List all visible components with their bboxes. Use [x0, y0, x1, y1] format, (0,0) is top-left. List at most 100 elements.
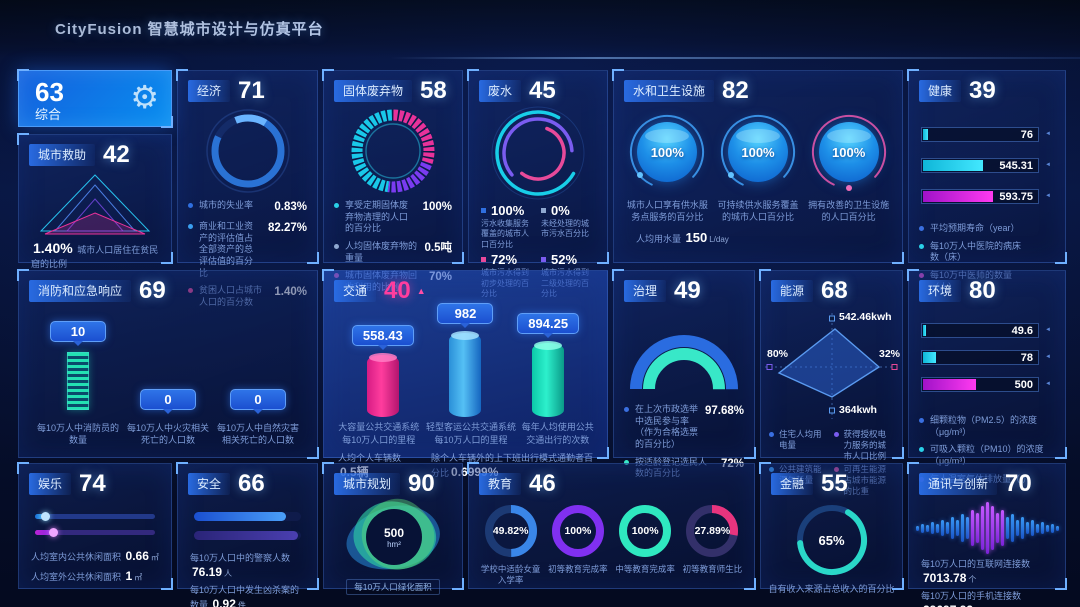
water-usage-stat: 人均用水量 150 L/day [636, 230, 729, 246]
panel-environment[interactable]: 环境 80 49.6 ◄ 78 ◄ 500 ◄ 细颗粒物（PM2.5）的浓度（μg/m… [907, 269, 1067, 484]
value-badge: 982 [437, 303, 494, 324]
legend-item: 细颗粒物（PM2.5）的浓度（μg/m³） [909, 412, 1065, 441]
panel-score: 39 [969, 77, 996, 104]
legend-dot [481, 208, 486, 213]
value-badge: 0 [230, 388, 286, 410]
panel-safety[interactable]: 安全 66 每10万人口中的警察人数 76.19 人 每10万人口中发生凶杀案的数… [176, 462, 319, 607]
fire-stat: 10 每10万人中消防员的数量 [33, 320, 123, 447]
legend-dot [919, 226, 924, 231]
education-ring: 49.82% 学校中适龄女童入学率 [479, 504, 543, 586]
safety-bar [194, 512, 301, 521]
panel-city-rescue[interactable]: 城市救助 42 1.40% 城市人口居住在贫民窟的比例 [17, 133, 173, 269]
legend-dot [334, 203, 339, 208]
solid-waste-donut-chart [351, 109, 435, 193]
panel-urban-planning[interactable]: 城市规划 90 500 hm² 每10万人口绿化面积 [322, 462, 464, 595]
health-bar: 593.75 ◄ [921, 189, 1051, 204]
panel-traffic[interactable]: 交通 40 ▲ 558.43 982 894.25 大容量公共交通系统每10万人… [322, 269, 609, 479]
legend-dot [919, 447, 924, 453]
header-divider [390, 57, 1080, 59]
value-badge: 10 [50, 320, 106, 342]
legend-item: 享受定期固体废弃物清理的人口的百分比 100% [324, 197, 462, 238]
rescue-stat-value: 1.40% [33, 240, 73, 256]
panel-wastewater[interactable]: 废水 45 100% 污水收集服务覆盖的城市人口百分比 0% 未经处理的城市污水… [467, 69, 609, 298]
panel-water-sanitation[interactable]: 水和卫生设施 82 100% 城市人口享有供水服务点服务的百分比 [612, 69, 904, 264]
legend-item: 城市的失业率 0.83% [178, 197, 317, 218]
axis-value-left: 80% [767, 348, 789, 360]
water-gauge: 100% 可持续供水服务覆盖的城市人口百分比 [714, 113, 802, 223]
legend-item: 商业和工业资产的评估值占全部资产的总评估值的百分比 82.27% [178, 218, 317, 282]
gauge-arc [720, 115, 795, 189]
panel-label: 安全 [188, 473, 231, 495]
green-area-value: 500 [383, 525, 405, 540]
gauge-label: 城市人口享有供水服务点服务的百分比 [626, 200, 708, 223]
legend-dot [334, 244, 339, 250]
fire-stat: 0 每10万人中火灾相关死亡的人口数 [123, 388, 213, 447]
green-area-label: 每10万人口绿化面积 [346, 579, 440, 595]
legend-dot [769, 432, 774, 437]
rescue-stat-label: 城市人口居住在贫民窟的比例 [31, 245, 159, 269]
panel-label: 城市救助 [29, 144, 96, 166]
cylinder-bar [366, 353, 399, 417]
recreation-slider[interactable] [35, 512, 155, 521]
governance-gauge-chart [630, 335, 738, 393]
panel-score: 42 [103, 141, 130, 168]
green-area-blob-chart: 500 hm² [324, 486, 464, 584]
panel-education[interactable]: 教育 46 49.82% 学校中适龄女童入学率 1 [467, 462, 756, 590]
legend-dot [541, 257, 546, 263]
striped-bar [67, 351, 89, 410]
finance-ring-value: 65% [818, 532, 845, 548]
panel-score: 55 [821, 470, 848, 497]
ring-chart [551, 505, 604, 557]
bar-label: 每年人均使用公共交通出行的次数 [521, 422, 594, 445]
water-gauge: 100% 城市人口享有供水服务点服务的百分比 [623, 113, 711, 223]
bar-label: 大容量公共交通系统每10万人口的里程 [338, 422, 420, 445]
gauge-value: 100% [650, 144, 684, 160]
panel-score: 70 [1005, 470, 1032, 497]
axis-value-bottom: 364kwh [839, 404, 877, 416]
panel-score: 58 [420, 77, 447, 104]
panel-solid-waste[interactable]: 固体废弃物 58 享受定期固体废弃物清理的人口的百分比 100% 人均固体废弃物… [322, 69, 464, 292]
panel-health[interactable]: 健康 39 76 ◄ 545.31 ◄ 593.75 ◄ 平均预期寿命（year） [907, 69, 1067, 292]
legend-dot [833, 432, 839, 437]
health-bar: 76 ◄ [921, 127, 1051, 142]
panel-overall-score[interactable]: 63 综合 ⚙ [17, 69, 173, 128]
recreation-slider[interactable] [35, 528, 155, 537]
legend-dot [624, 407, 629, 412]
value-badge: 558.43 [351, 325, 414, 346]
panel-governance[interactable]: 治理 49 在上次市政选举中选民参与率（作为合格选票的百分比） 97.68% 按… [612, 269, 756, 478]
finance-ring-chart: 65% [794, 502, 870, 578]
panel-label: 水和卫生设施 [624, 80, 715, 102]
panel-score: 68 [821, 277, 848, 304]
legend-dot [919, 418, 924, 423]
education-ring: 27.89% 初等教育师生比 [680, 504, 744, 586]
recreation-stat: 人均室内公共休闲面积 0.66 ㎡ [31, 549, 159, 563]
panel-score: 82 [722, 77, 749, 104]
panel-label: 教育 [479, 473, 522, 495]
panel-label: 城市规划 [334, 473, 401, 495]
legend-item: 每10万人中医院的病床数（床） [909, 238, 1065, 267]
bar-label: 轻型客运公共交通系统每10万人口的里程 [426, 422, 517, 445]
panel-energy[interactable]: 能源 68 542.46kwh 80% 32% 364kwh 住宅人均用电量 获… [759, 269, 904, 496]
cylinder-bar [449, 331, 482, 417]
panel-finance[interactable]: 金融 55 65% 自有收入来源占总收入的百分比 [759, 462, 904, 594]
panel-recreation[interactable]: 娱乐 74 人均室内公共休闲面积 0.66 ㎡ 人均室外公共休闲面积 1 ㎡ [17, 462, 173, 590]
gauge-label: 可持续供水服务覆盖的城市人口百分比 [717, 200, 799, 223]
stat-label: 每10万人中火灾相关死亡的人口数 [126, 422, 209, 446]
panel-fire-emergency[interactable]: 消防和应急响应 69 10 每10万人中消防员的数量 0 每10万人中火灾相关死… [17, 269, 319, 459]
panel-economy[interactable]: 经济 71 城市的失业率 0.83% 商业和工业资产的评估值占全部资产的总评估值… [176, 69, 319, 307]
panel-label: 能源 [771, 280, 814, 302]
telecom-stat: 每10万人口的互联网连接数 7013.78 个 [921, 559, 1031, 586]
legend-dot [188, 203, 193, 208]
panel-score: 69 [139, 277, 166, 304]
panel-label: 治理 [624, 280, 667, 302]
gauge-value: 100% [741, 144, 775, 160]
safety-bar [194, 531, 301, 540]
wastewater-rings-chart [491, 106, 585, 200]
legend-item: 在上次市政选举中选民参与率（作为合格选票的百分比） 97.68% [614, 401, 754, 454]
water-gauge: 100% 拥有改善的卫生设施的人口百分比 [805, 113, 893, 223]
legend-item: 住宅人均用电量 [769, 429, 830, 462]
panel-telecom-innovation[interactable]: 通讯与创新 70 每10万人口的互联网连接数 7013.78 个 每10万人口的手… [907, 462, 1067, 607]
panel-label: 废水 [479, 80, 522, 102]
safety-stat: 每10万人口中发生凶杀案的数量 0.92 件 [190, 585, 300, 607]
